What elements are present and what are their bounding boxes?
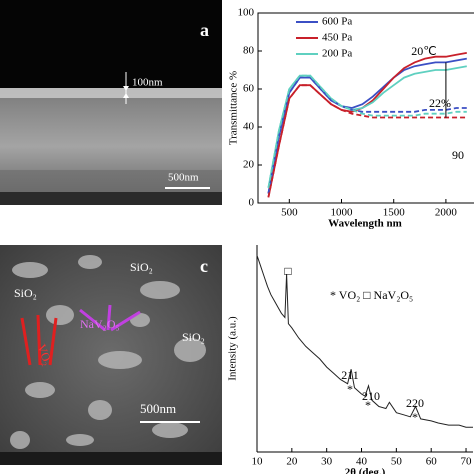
legend-label: 450 Pa <box>322 32 352 44</box>
annotation: 210 <box>362 389 380 403</box>
annotation: □ <box>284 264 291 278</box>
y-tick-label: 60 <box>243 83 255 95</box>
x-tick-label: 60 <box>426 456 438 468</box>
y-tick-label: 40 <box>243 121 255 133</box>
x-tick-label: 30 <box>321 456 333 468</box>
panel-label: c <box>200 256 208 276</box>
annotation: 211 <box>341 368 359 382</box>
data-line <box>256 255 473 428</box>
plot-frame <box>257 12 474 204</box>
data-line <box>267 84 467 198</box>
annotation: 90 <box>452 148 464 162</box>
x-axis-title: Wavelength nm <box>328 218 402 230</box>
x-axis-title: 2θ (deg.) <box>345 467 386 474</box>
x-tick-label: 2000 <box>435 207 458 219</box>
data-line <box>267 52 467 198</box>
x-tick-label: 10 <box>252 456 264 468</box>
x-tick-label: 40 <box>356 456 368 468</box>
data-line <box>267 74 467 188</box>
phase-label: SiO₂ <box>182 330 205 344</box>
phase-label: SiO₂ <box>130 260 153 274</box>
x-tick-label: 1000 <box>331 207 354 219</box>
scale-annotation: 500nm <box>168 172 199 184</box>
annotation: 22% <box>429 96 451 110</box>
x-tick-label: 70 <box>461 456 473 468</box>
annotation: * <box>412 410 418 424</box>
legend-label: 600 Pa <box>322 16 352 28</box>
sem-image-c: c SiO₂ SiO₂ SiO₂ NaV₂O₅ VO₂ 500nm <box>0 245 222 465</box>
y-tick-label: 80 <box>243 45 255 57</box>
phase-label: SiO₂ <box>14 286 37 300</box>
sem-image-a: a 100nm 500nm <box>0 0 222 205</box>
annotation: * VO₂ □ NaV₂O₅ <box>330 288 413 302</box>
scale-annotation: 500nm <box>140 401 176 416</box>
annotation: * <box>365 398 371 412</box>
data-line <box>267 76 467 194</box>
y-tick-label: 100 <box>238 7 255 19</box>
y-tick-label: 20 <box>243 159 255 171</box>
data-line <box>267 65 467 188</box>
annotation: * <box>347 382 353 396</box>
y-axis-title: Intensity (a.u.) <box>227 316 239 381</box>
phase-label: VO₂ <box>35 342 56 367</box>
annotation: 20℃ <box>411 44 436 58</box>
y-tick-label: 0 <box>249 197 255 209</box>
panel-label: a <box>200 20 209 40</box>
x-tick-label: 50 <box>391 456 403 468</box>
scale-annotation: 100nm <box>132 77 163 89</box>
legend-label: 200 Pa <box>322 48 352 60</box>
phase-label: NaV₂O₅ <box>80 317 120 331</box>
y-axis-title: Transmittance % <box>228 71 240 145</box>
x-tick-label: 20 <box>286 456 298 468</box>
x-tick-label: 1500 <box>383 207 406 219</box>
x-tick-label: 500 <box>281 207 298 219</box>
annotation: 220 <box>406 396 424 410</box>
